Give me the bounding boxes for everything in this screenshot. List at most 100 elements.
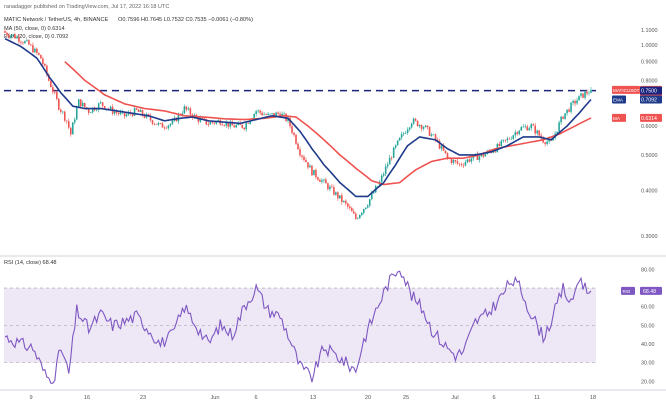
candle-body bbox=[203, 118, 206, 119]
rsi-line bbox=[4, 270, 592, 384]
candle-body bbox=[524, 126, 527, 128]
candle-body bbox=[73, 119, 76, 123]
candle-body bbox=[291, 126, 293, 133]
candle-body bbox=[414, 118, 417, 121]
candle-body bbox=[500, 140, 503, 146]
candle-body bbox=[582, 93, 584, 98]
candle-body bbox=[454, 159, 457, 162]
candle-body bbox=[418, 125, 421, 127]
candle-body bbox=[109, 106, 112, 109]
candle-body bbox=[416, 120, 419, 127]
candle-body bbox=[275, 112, 277, 117]
badge-label: MATICUSDT bbox=[613, 88, 640, 93]
price-pane[interactable] bbox=[4, 29, 596, 220]
candle-body bbox=[422, 127, 425, 129]
candle-body bbox=[588, 92, 590, 94]
candle-body bbox=[14, 34, 16, 39]
candle-body bbox=[349, 206, 351, 209]
candle-body bbox=[205, 118, 208, 125]
candle-body bbox=[6, 32, 8, 36]
candle-body bbox=[376, 185, 379, 187]
candle-body bbox=[103, 106, 106, 110]
rsi-tick-label: 20.00 bbox=[641, 379, 655, 385]
price-tick-label: 0.3000 bbox=[641, 234, 658, 240]
candle-body bbox=[428, 127, 431, 136]
candle-body bbox=[390, 157, 393, 159]
candle-body bbox=[227, 122, 230, 127]
candle-body bbox=[211, 122, 214, 123]
candle-body bbox=[58, 98, 60, 110]
candle-body bbox=[245, 123, 247, 130]
time-tick-label: Jun bbox=[210, 395, 219, 401]
candle-body bbox=[113, 111, 116, 114]
candle-body bbox=[426, 125, 429, 128]
time-tick-label: Jul bbox=[451, 395, 458, 401]
candle-body bbox=[548, 138, 550, 142]
candle-body bbox=[470, 158, 473, 162]
candle-body bbox=[586, 91, 588, 94]
candle-body bbox=[297, 143, 299, 150]
candle-body bbox=[476, 153, 479, 161]
candle-body bbox=[566, 109, 568, 114]
candle-body bbox=[137, 109, 140, 112]
candle-body bbox=[440, 145, 443, 149]
rsi-tick-label: 50.00 bbox=[641, 323, 655, 329]
candle-body bbox=[101, 102, 104, 107]
candle-body bbox=[343, 200, 345, 202]
candle-body bbox=[125, 114, 128, 117]
candle-body bbox=[576, 100, 578, 104]
candle-body bbox=[345, 200, 347, 204]
candle-body bbox=[28, 40, 30, 45]
candle-body bbox=[20, 41, 22, 43]
candle-body bbox=[386, 164, 389, 167]
candle-body bbox=[231, 121, 234, 126]
time-tick-label: 23 bbox=[140, 395, 146, 401]
candle-body bbox=[119, 112, 122, 114]
rsi-badge-label: RSI bbox=[623, 289, 631, 294]
rsi-tick-label: 80.00 bbox=[641, 267, 655, 273]
candle-body bbox=[4, 31, 6, 33]
candle-body bbox=[309, 165, 311, 168]
candle-body bbox=[466, 159, 469, 163]
candle-body bbox=[54, 91, 56, 93]
candle-body bbox=[199, 118, 202, 122]
time-axis[interactable]: 9 16 23 Jun 6 13 20 25 Jul 6 11 18 bbox=[29, 395, 596, 401]
candle-body bbox=[181, 113, 184, 115]
candle-body bbox=[380, 175, 383, 182]
candle-body bbox=[494, 151, 497, 153]
candle-body bbox=[52, 87, 54, 92]
rsi-title: RSI (14, close) 68.48 bbox=[4, 260, 57, 266]
candle-body bbox=[295, 134, 297, 144]
candle-body bbox=[464, 162, 467, 166]
candle-body bbox=[406, 129, 409, 133]
candle-body bbox=[444, 150, 447, 154]
candle-body bbox=[400, 134, 403, 138]
candle-body bbox=[161, 123, 164, 128]
candle-body bbox=[183, 106, 186, 114]
candle-body bbox=[335, 192, 337, 195]
candle-body bbox=[492, 151, 495, 153]
rsi-axis[interactable]: 20.00 30.00 40.00 50.00 60.00 80.00 RSI 68.48 bbox=[621, 267, 662, 385]
ohlc-line: O0.7596 H0.7645 L0.7532 C0.7535 −0.0061 … bbox=[118, 17, 253, 23]
time-tick-label: 9 bbox=[29, 395, 32, 401]
candle-body bbox=[79, 99, 82, 107]
candle-body bbox=[368, 199, 371, 206]
candle-body bbox=[560, 116, 562, 123]
candle-body bbox=[65, 120, 68, 122]
candle-body bbox=[233, 125, 236, 128]
candle-body bbox=[512, 135, 515, 139]
rsi-badge-value: 68.48 bbox=[643, 289, 656, 295]
rsi-badge-label-box bbox=[621, 286, 635, 295]
candle-body bbox=[261, 112, 263, 116]
rsi-pane[interactable] bbox=[4, 270, 596, 384]
candle-body bbox=[570, 102, 572, 112]
candle-body bbox=[235, 125, 238, 128]
badge-label: MA bbox=[613, 116, 621, 121]
candle-body bbox=[482, 153, 485, 157]
candle-body bbox=[143, 115, 146, 118]
candle-body bbox=[372, 192, 375, 194]
price-tick-label: 0.4000 bbox=[641, 188, 658, 194]
candle-body bbox=[117, 112, 120, 114]
